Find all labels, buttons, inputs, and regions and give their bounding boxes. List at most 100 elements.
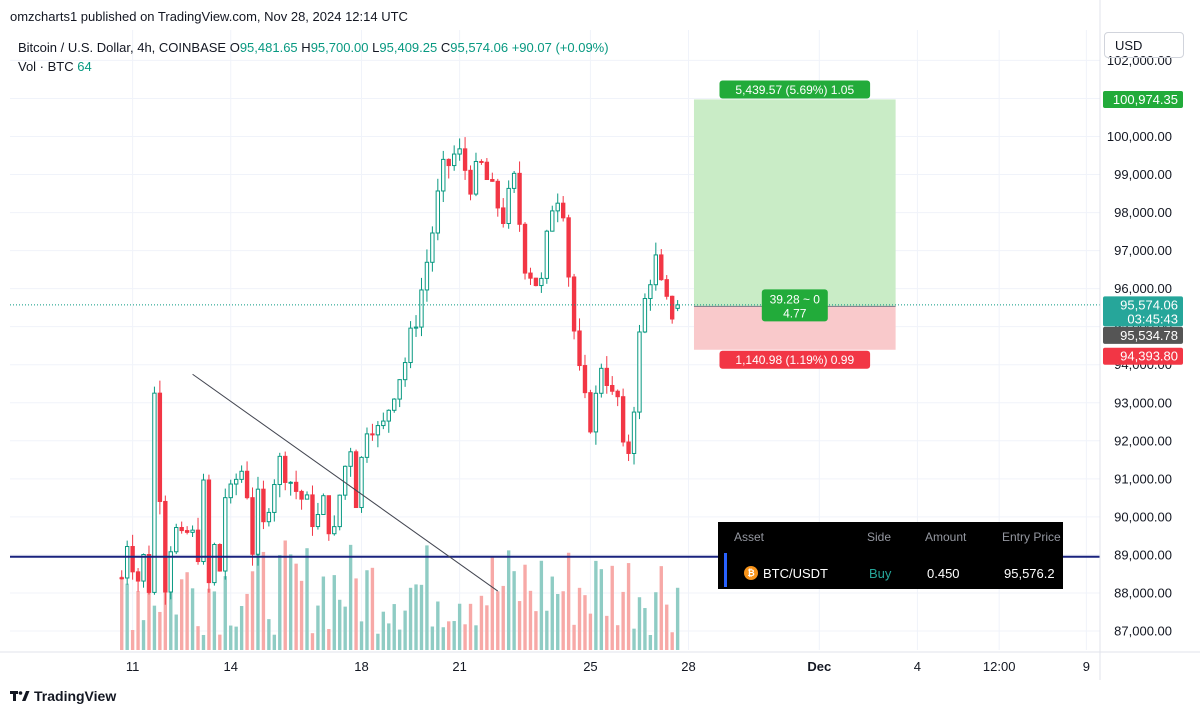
volume-bar xyxy=(528,590,533,650)
volume-bar xyxy=(545,610,549,650)
volume-bar xyxy=(327,629,331,650)
candle-body xyxy=(261,488,266,523)
candle-body xyxy=(397,379,402,400)
volume-bar xyxy=(299,580,304,650)
candle-body xyxy=(642,298,648,333)
volume-bar xyxy=(665,604,669,650)
volume-bar xyxy=(338,599,342,650)
volume-bar xyxy=(272,634,277,650)
price-tick-label: 102,000.00 xyxy=(1107,53,1172,68)
candle-body xyxy=(239,470,244,480)
stop-label-bg xyxy=(719,350,871,369)
candle-body xyxy=(304,494,310,500)
price-tick-label: 89,000.00 xyxy=(1114,547,1172,562)
volume-bar xyxy=(670,632,674,650)
candle-body xyxy=(424,261,430,291)
stop-label: 1,140.98 (1.19%) 0.99 xyxy=(735,353,854,367)
open-label: O xyxy=(229,40,240,55)
volume-bar xyxy=(659,566,663,650)
candle-body xyxy=(386,409,391,422)
candle-body xyxy=(495,180,500,209)
change-value: +90.07 (+0.09%) xyxy=(511,40,609,55)
volume-bar xyxy=(441,627,445,650)
candle-body xyxy=(223,497,228,572)
price-tick-label: 92,000.00 xyxy=(1114,433,1172,448)
volume-bar xyxy=(261,551,266,650)
volume-bar xyxy=(490,557,495,650)
volume-bar xyxy=(654,592,658,650)
candle-body xyxy=(195,529,201,563)
time-tick-label: 11 xyxy=(126,659,140,674)
volume-bar xyxy=(599,569,604,650)
candle-body xyxy=(599,367,604,394)
candle-body xyxy=(626,441,631,454)
price-tick-label: 90,000.00 xyxy=(1114,509,1172,524)
candle-body xyxy=(413,326,419,329)
volume-bar xyxy=(615,625,620,650)
volume-bar xyxy=(621,591,625,650)
chart-legend: Bitcoin / U.S. Dollar, 4h, COINBASE O95,… xyxy=(18,38,609,76)
candle-body xyxy=(146,554,152,593)
candle-body xyxy=(342,465,348,496)
candle-body xyxy=(522,223,528,274)
volume-bar xyxy=(632,628,636,650)
time-tick-label: 14 xyxy=(223,659,237,674)
volume-bar xyxy=(403,610,407,650)
target-label-bg xyxy=(719,80,871,99)
price-tick-label: 97,000.00 xyxy=(1114,243,1172,258)
price-tick-label: 93,000.00 xyxy=(1114,395,1172,410)
candle-body xyxy=(332,526,337,535)
volume-bar xyxy=(577,587,582,650)
candle-body xyxy=(669,295,675,320)
symbol-title[interactable]: Bitcoin / U.S. Dollar, 4h, COINBASE xyxy=(18,40,227,55)
volume-bar xyxy=(583,595,587,650)
volume-bar xyxy=(152,605,157,650)
volume-bar xyxy=(354,578,358,650)
volume-bar xyxy=(605,615,609,650)
volume-bar xyxy=(523,564,527,650)
price-tick-label: 98,000.00 xyxy=(1114,205,1172,220)
publish-attribution: omzcharts1 published on TradingView.com,… xyxy=(10,9,408,24)
volume-bar xyxy=(207,588,211,650)
volume-bar xyxy=(648,634,653,650)
candle-body xyxy=(288,481,293,484)
volume-label[interactable]: Vol · BTC xyxy=(18,59,74,74)
volume-bar xyxy=(474,625,478,650)
volume-bar xyxy=(125,583,129,650)
candle-body xyxy=(392,398,397,411)
currency-selector[interactable]: USD xyxy=(1104,32,1184,58)
volume-bar xyxy=(190,588,195,650)
candle-body xyxy=(604,367,609,386)
volume-bar xyxy=(517,601,522,650)
tradingview-logo[interactable]: TradingView xyxy=(10,688,116,704)
candle-body xyxy=(550,210,555,232)
candle-body xyxy=(206,479,212,584)
volume-bar xyxy=(196,626,200,650)
amount-header: Amount xyxy=(925,530,967,544)
volume-bar xyxy=(452,621,456,650)
volume-bar xyxy=(675,587,680,650)
volume-bar xyxy=(185,572,189,650)
volume-bar xyxy=(212,591,217,650)
candle-body xyxy=(659,254,664,281)
time-tick-label: 21 xyxy=(452,659,466,674)
volume-bar xyxy=(218,634,222,650)
volume-bar xyxy=(610,565,614,650)
price-tag: 95,574.06 xyxy=(1120,297,1178,312)
candle-body xyxy=(571,276,577,332)
trendline[interactable] xyxy=(192,373,499,592)
volume-bar xyxy=(485,605,489,650)
risk-reward-bg xyxy=(761,289,828,322)
candle-body xyxy=(511,172,517,189)
volume-bar xyxy=(457,603,462,650)
candle-body xyxy=(402,362,408,381)
candle-body xyxy=(653,254,659,286)
asset-header: Asset xyxy=(734,530,765,544)
candle-body xyxy=(359,456,364,509)
volume-bar xyxy=(506,550,511,650)
volume-bar xyxy=(637,597,642,650)
candle-body xyxy=(310,494,315,528)
volume-bar xyxy=(147,589,151,650)
target-zone xyxy=(693,99,896,307)
